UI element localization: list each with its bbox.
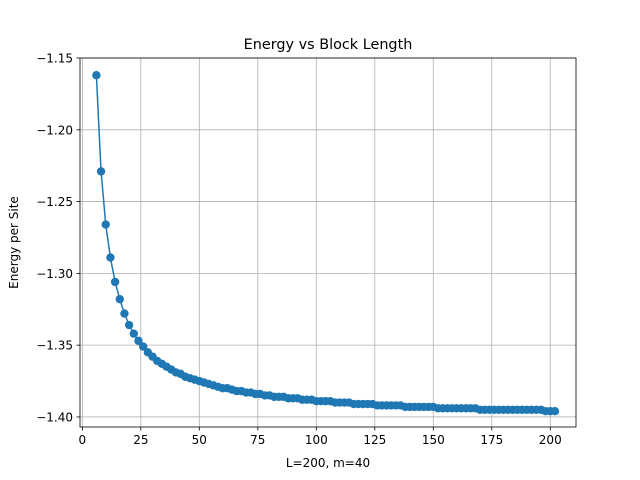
x-tick-label: 125	[363, 433, 386, 447]
y-tick-label: −1.35	[36, 339, 73, 353]
data-point	[550, 407, 560, 416]
x-tick-label: 150	[422, 433, 445, 447]
x-tick-label: 200	[539, 433, 562, 447]
data-point	[96, 167, 106, 176]
x-tick-label: 100	[305, 433, 328, 447]
x-axis-label: L=200, m=40	[286, 456, 370, 470]
x-tick-label: 75	[250, 433, 265, 447]
y-tick-label: −1.15	[36, 52, 73, 66]
chart-title: Energy vs Block Length	[244, 37, 413, 53]
data-point	[120, 309, 129, 318]
y-tick-label: −1.40	[36, 410, 73, 424]
data-point	[124, 320, 134, 330]
data-point	[138, 342, 148, 351]
data-point	[134, 336, 143, 346]
data-point	[106, 253, 115, 262]
y-tick-label: −1.20	[36, 123, 73, 137]
x-tick-label: 0	[79, 433, 87, 447]
y-tick-label: −1.25	[36, 195, 73, 209]
axes-frame	[79, 57, 577, 428]
data-point	[110, 277, 120, 287]
ticks: 0 25 50 75 100 125 150 175 200 −1.15 −1.20 −1.25 −1.…	[36, 52, 561, 448]
data-point	[115, 295, 124, 304]
data-point	[101, 220, 110, 229]
data-series	[92, 71, 560, 416]
y-tick-label: −1.30	[36, 267, 73, 281]
data-point	[129, 329, 139, 338]
data-point	[92, 71, 101, 80]
x-tick-label: 25	[133, 433, 148, 447]
x-tick-label: 175	[480, 433, 503, 447]
plot-area	[80, 58, 576, 427]
x-tick-label: 50	[192, 433, 207, 447]
y-axis-label: Energy per Site	[7, 196, 21, 289]
